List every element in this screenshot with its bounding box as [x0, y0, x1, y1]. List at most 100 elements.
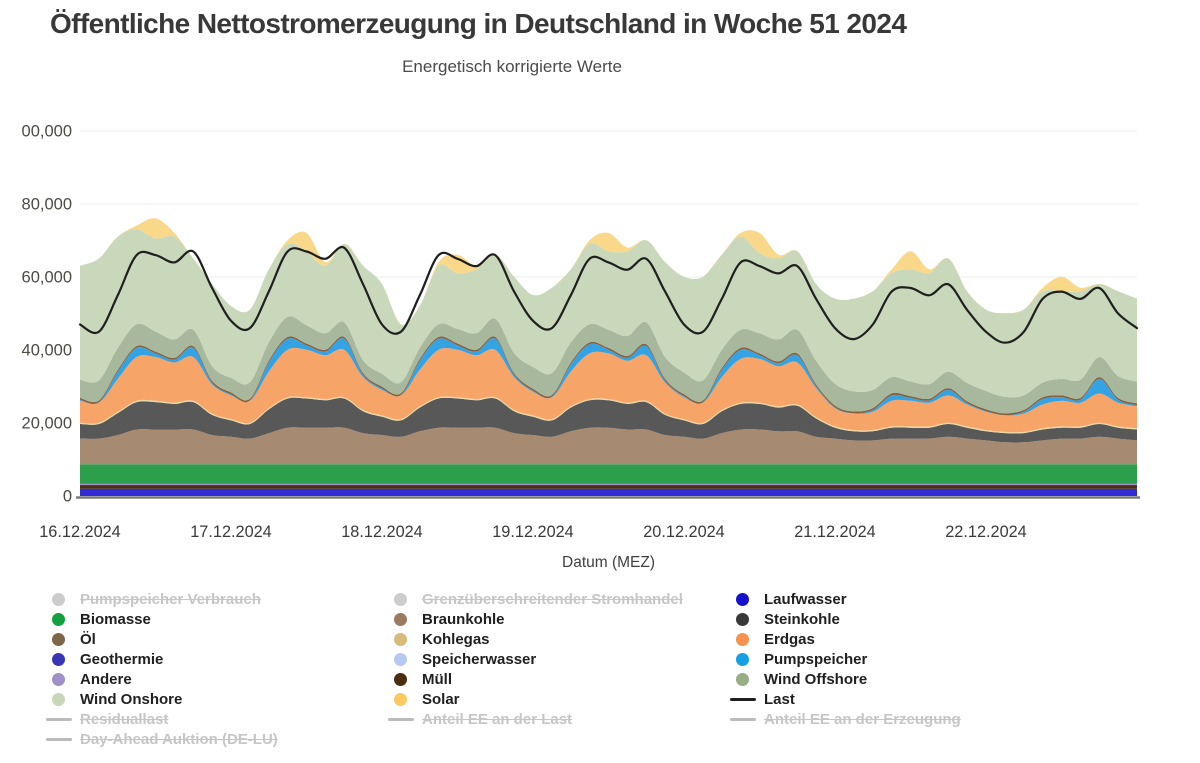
area-solar — [80, 218, 1137, 325]
x-tick-label: 21.12.2024 — [794, 523, 876, 541]
legend-dot-swatch — [394, 612, 407, 626]
legend-label: Solar — [422, 690, 460, 708]
area-andere — [80, 483, 1137, 485]
legend-label: Erdgas — [764, 630, 815, 648]
area-m-ll — [80, 485, 1137, 489]
area-biomasse — [80, 464, 1137, 484]
legend-item-andere[interactable]: Andere — [44, 669, 384, 689]
legend-item-residuallast[interactable]: Residuallast — [44, 709, 384, 729]
legend-label: Geothermie — [80, 650, 164, 668]
x-tick-label: 16.12.2024 — [39, 523, 121, 541]
chart-title: Öffentliche Nettostromerzeugung in Deuts… — [50, 8, 907, 39]
y-tick-label: 00,000 — [22, 123, 72, 141]
y-tick-label: 80,000 — [22, 196, 72, 214]
area-wind-offshore — [80, 316, 1137, 414]
area-erdgas — [80, 347, 1137, 433]
legend-item-anteil-ee-an-der-last[interactable]: Anteil EE an der Last — [386, 709, 716, 729]
legend-column-2: Grenzüberschreitender Stromhandel Braunko… — [386, 589, 716, 729]
legend-column-1: Pumpspeicher Verbrauch Biomasse Öl Geotherm… — [44, 589, 384, 749]
chart-subtitle: Energetisch korrigierte Werte — [402, 57, 622, 76]
legend-dot-swatch — [52, 652, 65, 666]
legend-line-swatch — [730, 717, 756, 721]
legend-dot-swatch — [736, 652, 749, 666]
area-steinkohle — [80, 397, 1137, 443]
area-braunkohle — [80, 427, 1137, 465]
legend-line-swatch — [46, 737, 72, 741]
legend-dot-swatch — [736, 672, 749, 686]
legend-item-erdgas[interactable]: Erdgas — [728, 629, 1188, 649]
legend-dot-swatch — [52, 592, 65, 606]
area-laufwasser — [80, 488, 1137, 496]
y-tick-label: 40,000 — [22, 342, 72, 360]
legend-dot-swatch — [394, 672, 407, 686]
y-tick-label: 0 — [63, 488, 72, 506]
legend-dot-swatch — [736, 612, 749, 626]
legend-label: Speicherwasser — [422, 650, 537, 668]
legend-item-last[interactable]: Last — [728, 689, 1188, 709]
x-axis-title: Datum (MEZ) — [562, 554, 655, 571]
legend-label: Day-Ahead Auktion (DE-LU) — [80, 730, 278, 748]
legend-label: Anteil EE an der Last — [422, 710, 573, 728]
legend-label: Wind Onshore — [80, 690, 183, 708]
chart-plot-area[interactable] — [80, 131, 1137, 496]
legend-label: Biomasse — [80, 610, 151, 628]
legend-label: Müll — [422, 670, 452, 688]
line-last — [78, 245, 1139, 344]
legend-dot-swatch — [394, 652, 407, 666]
x-tick-label: 22.12.2024 — [945, 523, 1027, 541]
legend-dot-swatch — [52, 612, 65, 626]
legend-item-steinkohle[interactable]: Steinkohle — [728, 609, 1188, 629]
legend-dot-swatch — [736, 592, 749, 606]
legend-item-day-ahead-auktion-de-lu[interactable]: Day-Ahead Auktion (DE-LU) — [44, 729, 384, 749]
legend-line-swatch — [730, 697, 756, 701]
legend-item-braunkohle[interactable]: Braunkohle — [386, 609, 716, 629]
legend-item-pumpspeicher-verbrauch[interactable]: Pumpspeicher Verbrauch — [44, 589, 384, 609]
chart-legend: Pumpspeicher Verbrauch Biomasse Öl Geotherm… — [0, 585, 1200, 755]
legend-item-wind-onshore[interactable]: Wind Onshore — [44, 689, 384, 709]
legend-item-grenzüberschreitender-stromhandel[interactable]: Grenzüberschreitender Stromhandel — [386, 589, 716, 609]
legend-label: Last — [764, 690, 795, 708]
x-tick-label: 17.12.2024 — [190, 523, 272, 541]
legend-item-solar[interactable]: Solar — [386, 689, 716, 709]
legend-line-swatch — [388, 717, 414, 721]
legend-dot-swatch — [736, 632, 749, 646]
legend-item-kohlegas[interactable]: Kohlegas — [386, 629, 716, 649]
legend-label: Wind Offshore — [764, 670, 868, 688]
legend-dot-swatch — [394, 692, 407, 706]
legend-dot-swatch — [52, 632, 65, 646]
legend-label: Braunkohle — [422, 610, 505, 628]
x-tick-label: 19.12.2024 — [492, 523, 574, 541]
legend-column-3: Laufwasser Steinkohle Erdgas Pumpspeicher Wi… — [728, 589, 1188, 729]
legend-item-speicherwasser[interactable]: Speicherwasser — [386, 649, 716, 669]
legend-dot-swatch — [52, 692, 65, 706]
y-tick-label: 60,000 — [22, 269, 72, 287]
legend-label: Anteil EE an der Erzeugung — [764, 710, 961, 728]
x-tick-label: 18.12.2024 — [341, 523, 423, 541]
legend-item-biomasse[interactable]: Biomasse — [44, 609, 384, 629]
legend-item-anteil-ee-an-der-erzeugung[interactable]: Anteil EE an der Erzeugung — [728, 709, 1188, 729]
area-wind-onshore — [80, 229, 1137, 398]
legend-label: Pumpspeicher — [764, 650, 868, 668]
legend-label: Laufwasser — [764, 590, 847, 608]
area-pumpspeicher — [80, 338, 1137, 416]
legend-dot-swatch — [52, 672, 65, 686]
legend-label: Öl — [80, 630, 96, 648]
legend-item-pumpspeicher[interactable]: Pumpspeicher — [728, 649, 1188, 669]
legend-label: Andere — [80, 670, 132, 688]
legend-label: Pumpspeicher Verbrauch — [80, 590, 261, 608]
legend-line-swatch — [46, 717, 72, 721]
x-tick-label: 20.12.2024 — [643, 523, 725, 541]
legend-item-müll[interactable]: Müll — [386, 669, 716, 689]
generation-stacked-area-chart[interactable]: 0 20,000 40,000 60,000 80,000 00,000 16.12.202… — [0, 110, 1200, 575]
legend-item-wind-offshore[interactable]: Wind Offshore — [728, 669, 1188, 689]
legend-label: Residuallast — [80, 710, 169, 728]
legend-label: Kohlegas — [422, 630, 490, 648]
legend-item-geothermie[interactable]: Geothermie — [44, 649, 384, 669]
y-tick-label: 20,000 — [22, 415, 72, 433]
legend-item-öl[interactable]: Öl — [44, 629, 384, 649]
legend-dot-swatch — [394, 592, 407, 606]
legend-label: Grenzüberschreitender Stromhandel — [422, 590, 683, 608]
legend-dot-swatch — [394, 632, 407, 646]
legend-label: Steinkohle — [764, 610, 840, 628]
legend-item-laufwasser[interactable]: Laufwasser — [728, 589, 1188, 609]
